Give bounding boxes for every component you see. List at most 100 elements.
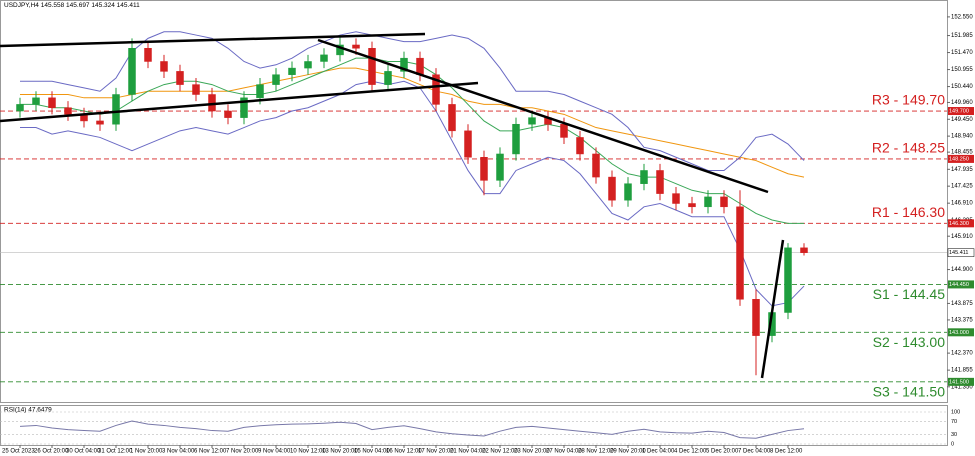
- candle-body: [784, 247, 792, 313]
- indicator-line: [20, 31, 805, 171]
- rsi-panel: [0, 405, 948, 446]
- x-tick-label: 10 Nov 12:00: [290, 449, 326, 455]
- rsi-tick-label: 0: [951, 441, 954, 447]
- candle-body: [128, 48, 136, 95]
- level-label: S2 - 143.00: [873, 334, 946, 350]
- x-tick-label: 6 Nov 12:00: [194, 449, 227, 455]
- level-axis-box: [948, 219, 974, 228]
- y-tick-label: 152.550: [951, 14, 973, 20]
- candle-body: [720, 196, 728, 208]
- x-tick-label: 7 Dec 04:00: [738, 449, 771, 455]
- y-tick-label: 148.455: [951, 150, 973, 156]
- rsi-line: [19, 420, 805, 439]
- y-tick-label: 145.910: [951, 234, 973, 240]
- candle-body: [144, 48, 152, 62]
- y-tick-label: 150.440: [951, 84, 973, 90]
- x-tick-label: 1 Dec 04:00: [642, 449, 675, 455]
- level-axis-label: 149.700: [949, 108, 969, 114]
- candle-body: [464, 130, 472, 158]
- candle-body: [432, 74, 440, 105]
- candle-body: [192, 84, 200, 95]
- x-tick-label: 29 Nov 20:00: [610, 449, 646, 455]
- level-axis-label: 141.500: [949, 379, 969, 385]
- x-tick-label: 21 Nov 04:00: [450, 449, 486, 455]
- candle-body: [592, 153, 600, 178]
- y-tick-label: 151.470: [951, 50, 973, 56]
- current-price-label: 145.411: [949, 250, 968, 256]
- candle-body: [240, 97, 248, 118]
- candle-body: [688, 203, 696, 208]
- x-tick-label: 17 Nov 20:00: [418, 449, 454, 455]
- candle-body: [752, 299, 760, 336]
- x-tick-label: 13 Nov 20:00: [322, 449, 358, 455]
- x-tick-label: 30 Oct 04:00: [66, 449, 101, 455]
- candle-body: [704, 196, 712, 208]
- candle-body: [352, 44, 360, 49]
- y-tick-label: 148.940: [951, 134, 973, 140]
- indicator-line: [20, 67, 805, 178]
- level-axis-box: [948, 107, 974, 116]
- y-tick-label: 149.450: [951, 117, 973, 123]
- x-tick-label: 25 Oct 2023: [2, 449, 35, 455]
- candle-body: [288, 67, 296, 75]
- candle-body: [176, 71, 184, 85]
- candle-body: [224, 110, 232, 118]
- candle-body: [736, 206, 744, 300]
- candle-body: [560, 123, 568, 138]
- candle-body: [800, 247, 808, 253]
- rsi-tick-label: 30: [951, 432, 957, 438]
- x-tick-label: 31 Oct 12:00: [98, 449, 133, 455]
- open: 145.558: [41, 2, 65, 9]
- y-tick-label: 141.855: [951, 368, 973, 374]
- level-label: R3 - 149.70: [872, 92, 945, 108]
- x-tick-label: 4 Dec 12:00: [674, 449, 707, 455]
- low: 145.324: [91, 2, 115, 9]
- y-tick-label: 147.425: [951, 184, 973, 190]
- trend-line: [0, 32, 426, 48]
- level-axis-label: 148.250: [949, 156, 969, 162]
- rsi-tick-label: 70: [951, 419, 957, 425]
- x-tick-label: 26 Oct 20:00: [34, 449, 69, 455]
- x-tick-label: 8 Dec 12:00: [770, 449, 803, 455]
- close: 145.411: [117, 2, 140, 9]
- candle-body: [528, 117, 536, 125]
- candle-body: [48, 97, 56, 108]
- candle-body: [496, 153, 504, 181]
- candle-body: [480, 157, 488, 181]
- candle-body: [624, 183, 632, 201]
- candle-body: [96, 120, 104, 125]
- candle-body: [656, 170, 664, 194]
- y-tick-label: 149.960: [951, 100, 973, 106]
- level-axis-box: [948, 328, 974, 337]
- level-axis-label: 144.450: [949, 282, 969, 288]
- level-label: R1 - 146.30: [872, 204, 945, 220]
- level-axis-box: [948, 280, 974, 289]
- trend-line: [760, 239, 785, 379]
- y-tick-label: 147.935: [951, 167, 973, 173]
- candle-body: [512, 123, 520, 155]
- y-tick-label: 146.910: [951, 201, 973, 207]
- level-axis-label: 146.300: [949, 221, 969, 227]
- candle-body: [304, 61, 312, 69]
- candle-body: [256, 84, 264, 99]
- x-tick-label: 23 Nov 20:00: [514, 449, 550, 455]
- candle-body: [112, 94, 120, 125]
- indicator-line: [20, 57, 804, 224]
- x-tick-label: 22 Nov 12:00: [482, 449, 518, 455]
- x-tick-label: 16 Nov 12:00: [386, 449, 422, 455]
- level-axis-box: [948, 154, 974, 163]
- x-tick-label: 1 Nov 20:00: [130, 449, 163, 455]
- candle-body: [320, 54, 328, 62]
- candle-body: [608, 176, 616, 201]
- indicator-line: [20, 80, 805, 307]
- candle-body: [576, 137, 584, 155]
- y-tick-label: 144.900: [951, 267, 973, 273]
- y-tick-label: 142.370: [951, 351, 973, 357]
- level-axis-label: 143.000: [949, 330, 969, 336]
- x-tick-label: 15 Nov 04:00: [354, 449, 390, 455]
- y-tick-label: 151.985: [951, 33, 973, 39]
- rsi-title: RSI(14) 47.6479: [4, 407, 52, 414]
- y-tick-label: 143.375: [951, 318, 973, 324]
- x-tick-label: 5 Dec 20:00: [706, 449, 739, 455]
